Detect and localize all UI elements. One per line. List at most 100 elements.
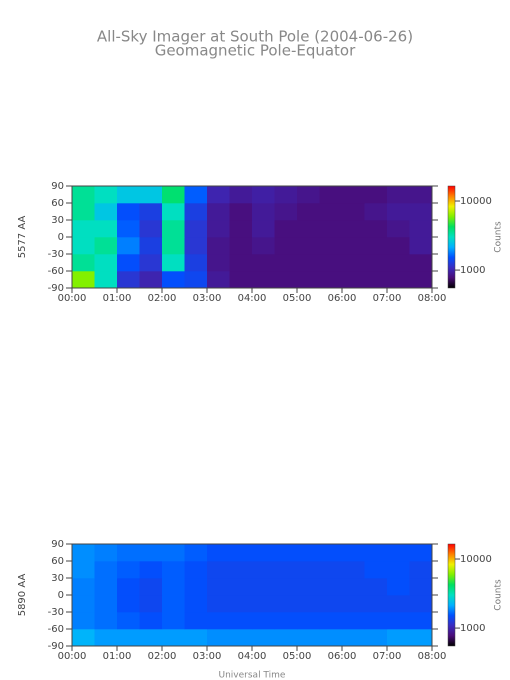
heat-cell (229, 254, 253, 272)
heat-cell (72, 629, 95, 647)
heat-cell (184, 544, 208, 562)
heat-cell (117, 595, 140, 613)
heat-cell (94, 271, 118, 289)
heat-cell (387, 203, 410, 221)
heat-cell (207, 220, 230, 238)
heat-cell (252, 578, 275, 596)
heat-cell (364, 237, 388, 255)
y-tick-label: 0 (58, 590, 64, 601)
heat-cell (342, 220, 365, 238)
heat-cell (94, 595, 118, 613)
heat-cell (252, 629, 275, 647)
heat-cell (342, 203, 365, 221)
heat-cell (409, 612, 433, 630)
heat-cell (409, 544, 433, 562)
heat-cell (319, 612, 343, 630)
heat-cell (207, 578, 230, 596)
heat-cell (184, 561, 208, 579)
heat-cell (409, 595, 433, 613)
heat-cell (72, 595, 95, 613)
heat-cell (162, 220, 185, 238)
heat-cell (387, 544, 410, 562)
heat-cell (319, 544, 343, 562)
heat-cell (72, 578, 95, 596)
heat-cell (229, 595, 253, 613)
heat-cell (409, 561, 433, 579)
heat-cell (252, 612, 275, 630)
heat-cell (252, 271, 275, 289)
heat-cell (139, 561, 163, 579)
heat-cell (139, 578, 163, 596)
heat-cell (207, 271, 230, 289)
heat-cell (117, 629, 140, 647)
heat-cell (229, 544, 253, 562)
heat-cell (184, 629, 208, 647)
heat-cell (162, 595, 185, 613)
heat-cell (252, 237, 275, 255)
x-tick-label: 08:00 (418, 651, 447, 662)
y-tick-label: -90 (48, 641, 64, 652)
heat-cell (342, 237, 365, 255)
heat-cell (94, 544, 118, 562)
heat-cell (364, 271, 388, 289)
heat-cell (342, 271, 365, 289)
heat-cell (387, 271, 410, 289)
heat-cell (319, 578, 343, 596)
heat-cell (94, 612, 118, 630)
heat-cell (252, 561, 275, 579)
heat-cell (229, 629, 253, 647)
heat-cell (274, 220, 298, 238)
heat-cell (184, 578, 208, 596)
heat-cell (274, 629, 298, 647)
x-tick-label: 04:00 (238, 651, 267, 662)
heat-cell (162, 544, 185, 562)
heat-cell (297, 254, 320, 272)
heat-cell (274, 544, 298, 562)
heat-cell (72, 544, 95, 562)
heat-cell (387, 186, 410, 204)
x-tick-label: 03:00 (193, 651, 222, 662)
heat-cell (139, 237, 163, 255)
heat-cell (252, 186, 275, 204)
heat-cell (409, 578, 433, 596)
colorbar (447, 185, 456, 289)
heat-cell (319, 186, 343, 204)
heat-cell (184, 220, 208, 238)
colorbar-tick-label: 1000 (460, 265, 485, 276)
x-tick-label: 01:00 (103, 293, 132, 304)
heat-cell (342, 544, 365, 562)
heat-cell (117, 271, 140, 289)
heat-cell (274, 271, 298, 289)
heat-cell (387, 220, 410, 238)
heat-cell (252, 595, 275, 613)
heat-cell (117, 254, 140, 272)
heat-cell (207, 595, 230, 613)
heat-cell (297, 271, 320, 289)
heat-cell (162, 237, 185, 255)
heat-cell (342, 629, 365, 647)
heat-cell (117, 186, 140, 204)
heat-cell (319, 629, 343, 647)
y-tick-label: -60 (48, 624, 64, 635)
x-tick-label: 05:00 (283, 651, 312, 662)
heat-cell (94, 237, 118, 255)
heat-cell (184, 186, 208, 204)
heat-cell (409, 629, 433, 647)
heat-cell (342, 595, 365, 613)
heat-cell (117, 203, 140, 221)
y-tick-label: 60 (51, 198, 64, 209)
heat-cell (319, 561, 343, 579)
heat-cell (72, 220, 95, 238)
heat-cell (72, 186, 95, 204)
x-tick-label: 06:00 (328, 293, 357, 304)
heat-cell (274, 237, 298, 255)
heat-cell (162, 254, 185, 272)
heat-cell (342, 612, 365, 630)
heat-cell (184, 271, 208, 289)
heat-cell (387, 254, 410, 272)
heat-cell (274, 561, 298, 579)
heat-cell (162, 203, 185, 221)
y-tick-label: 90 (51, 539, 64, 550)
heat-cell (364, 629, 388, 647)
heat-cell (72, 254, 95, 272)
